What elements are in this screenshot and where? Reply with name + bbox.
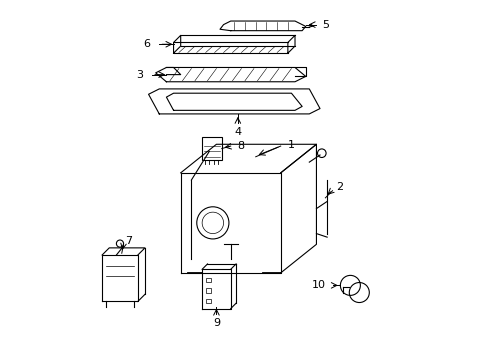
- Text: 8: 8: [237, 141, 245, 151]
- Text: 1: 1: [288, 140, 295, 150]
- Text: 7: 7: [125, 236, 132, 246]
- Bar: [206, 299, 211, 303]
- Bar: [206, 278, 211, 282]
- Text: 9: 9: [213, 318, 220, 328]
- Text: 5: 5: [322, 19, 329, 30]
- Text: 3: 3: [136, 69, 143, 80]
- FancyBboxPatch shape: [202, 137, 222, 160]
- Text: 4: 4: [234, 127, 242, 137]
- Bar: [206, 288, 211, 293]
- Text: 10: 10: [311, 280, 325, 291]
- Text: 2: 2: [336, 182, 343, 192]
- Text: 6: 6: [144, 39, 150, 49]
